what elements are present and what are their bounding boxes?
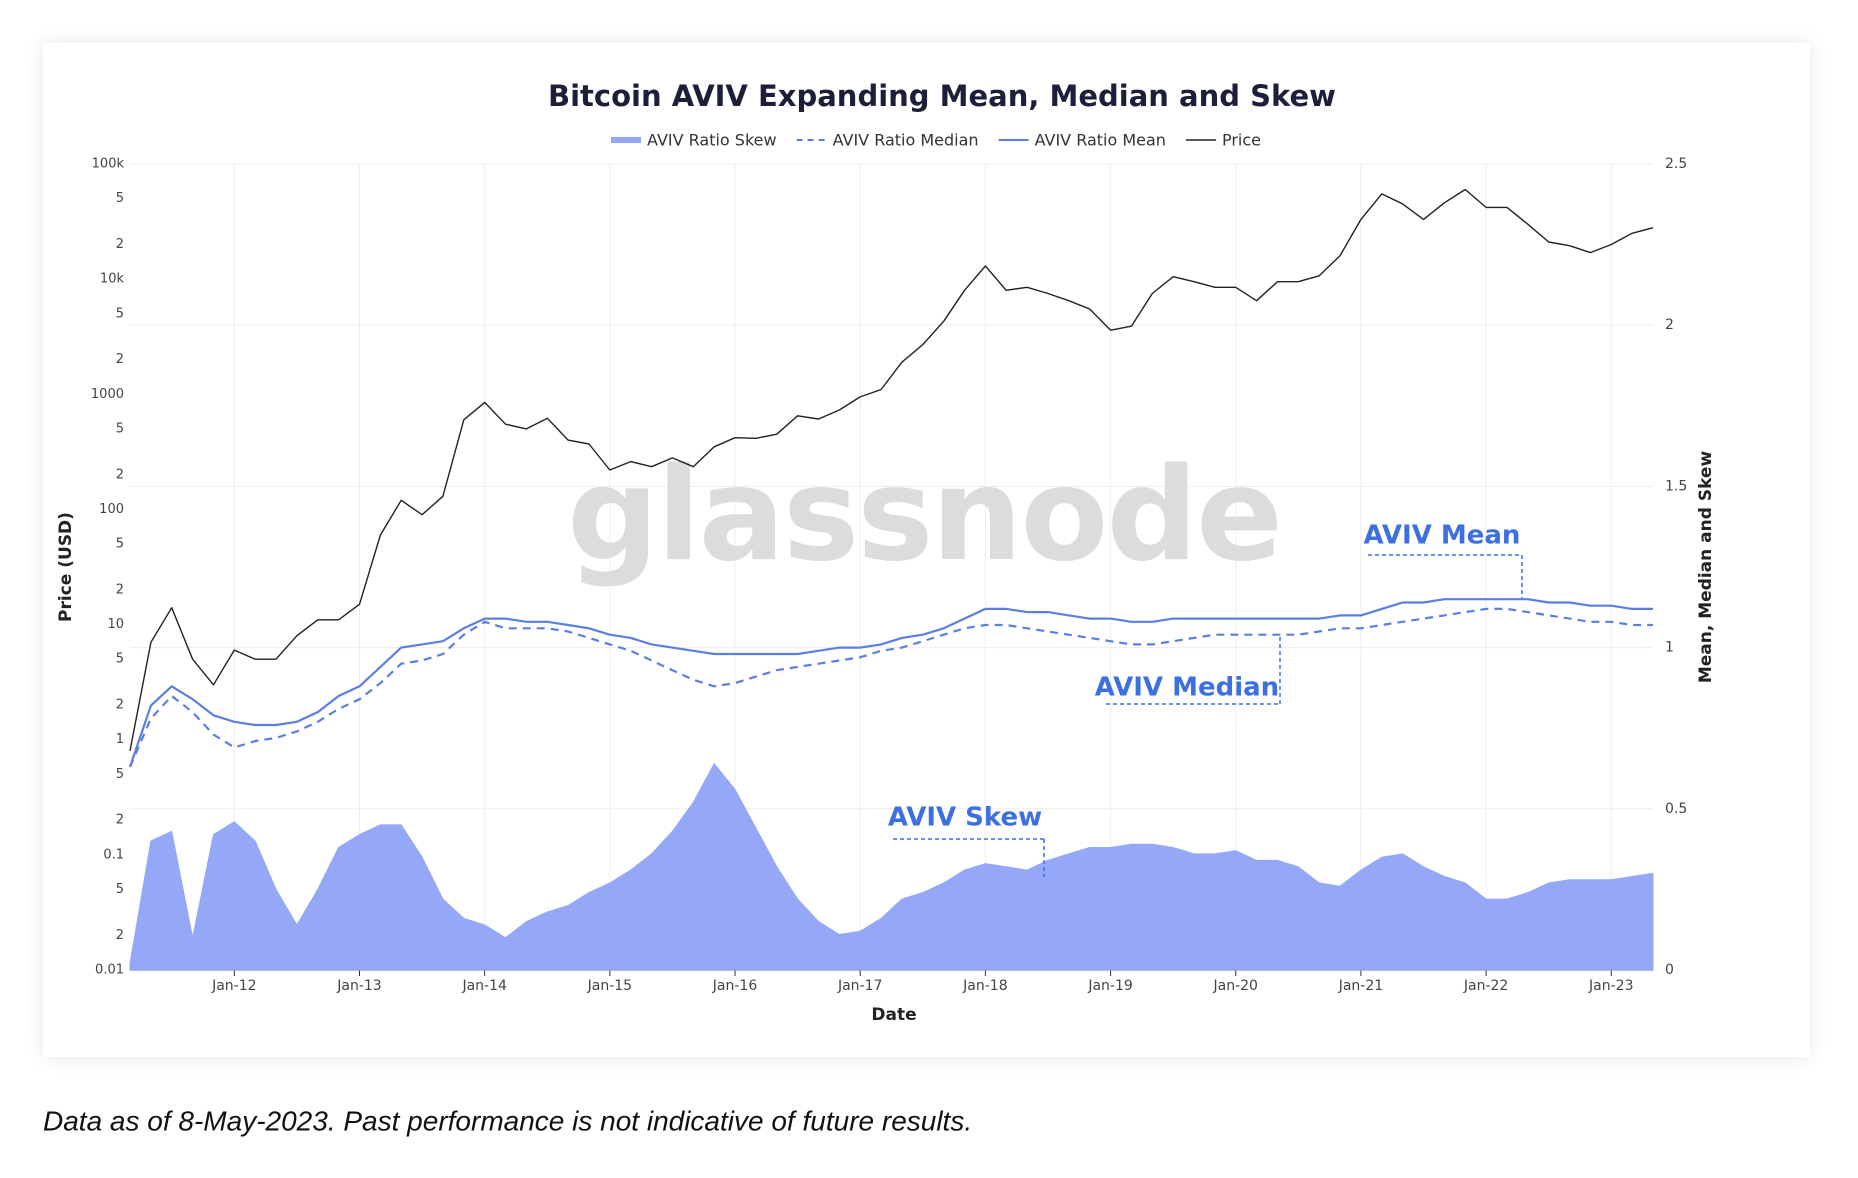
y2-tick-label: 2: [1665, 317, 1674, 333]
series-line: [128, 598, 1653, 768]
y-tick-label: 2: [116, 237, 124, 252]
y2-tick-label: 0.5: [1665, 801, 1687, 817]
y-tick-label: 5: [116, 652, 124, 667]
y-tick-label: 100: [99, 502, 124, 517]
y2-axis-title: Mean, Median and Skew: [1696, 451, 1716, 684]
x-tick-label: Jan-13: [336, 978, 381, 994]
chart-title: Bitcoin AVIV Expanding Mean, Median and …: [548, 79, 1336, 113]
y-tick-label: 10: [107, 617, 124, 632]
x-tick-label: Jan-21: [1338, 978, 1383, 994]
x-tick-label: Jan-20: [1213, 978, 1258, 994]
y-tick-label: 10k: [100, 272, 125, 287]
y-tick-label: 5: [116, 537, 124, 552]
y-tick-label: 2: [116, 467, 124, 482]
y-tick-label: 5: [116, 306, 124, 321]
price-line: [129, 188, 1654, 752]
series-line: [128, 607, 1653, 768]
y-tick-label: 1000: [91, 387, 124, 402]
x-axis-title: Date: [871, 1005, 916, 1025]
x-tick-label: Jan-23: [1588, 978, 1633, 994]
skew-area: [129, 762, 1654, 971]
annotation: AVIV Median: [1095, 673, 1279, 703]
x-tick-label: Jan-17: [837, 978, 882, 994]
y-tick-label: 5: [116, 882, 124, 897]
y-tick-label: 2: [116, 352, 124, 367]
y2-tick-label: 0: [1665, 962, 1674, 978]
y-tick-label: 0.01: [95, 963, 124, 978]
y-tick-label: 5: [116, 421, 124, 436]
legend-item: AVIV Ratio Mean: [998, 131, 1166, 150]
footnote: Data as of 8-May-2023. Past performance …: [43, 1105, 972, 1136]
y-axis-title: Price (USD): [56, 512, 76, 622]
legend-item: AVIV Ratio Skew: [611, 131, 777, 150]
annotation: AVIV Skew: [888, 803, 1042, 833]
y2-tick-label: 1: [1665, 640, 1674, 656]
legend-swatch: [611, 137, 642, 143]
x-tick-label: Jan-18: [962, 978, 1007, 994]
y2-tick-label: 2.5: [1665, 156, 1687, 172]
x-tick-label: Jan-19: [1087, 978, 1132, 994]
y-tick-label: 2: [116, 698, 124, 713]
x-tick-label: Jan-22: [1463, 978, 1508, 994]
y-tick-label: 1: [116, 732, 124, 747]
legend-label: AVIV Ratio Mean: [1035, 131, 1166, 150]
y-tick-label: 0.1: [103, 847, 124, 862]
legend: AVIV Ratio Skew AVIV Ratio Median AVIV Rat…: [611, 131, 1261, 150]
y-tick-label: 2: [116, 582, 124, 597]
y2-tick-label: 1.5: [1665, 478, 1687, 494]
y-tick-label: 5: [116, 767, 124, 782]
y-tick-label: 100k: [92, 157, 125, 172]
legend-label: AVIV Ratio Skew: [647, 131, 777, 150]
watermark: glassnode: [567, 441, 1281, 590]
x-tick-label: Jan-15: [587, 978, 632, 994]
x-tick-label: Jan-16: [712, 978, 758, 994]
legend-item: AVIV Ratio Median: [796, 131, 979, 150]
y-tick-label: 5: [116, 191, 124, 206]
annotation: AVIV Mean: [1364, 521, 1521, 551]
x-tick-label: Jan-14: [461, 978, 507, 994]
legend-item: Price: [1185, 131, 1261, 150]
y-tick-label: 2: [116, 813, 124, 828]
y-tick-label: 2: [116, 928, 124, 943]
legend-label: AVIV Ratio Median: [833, 131, 979, 150]
legend-label: Price: [1222, 131, 1261, 150]
x-tick-label: Jan-12: [211, 978, 256, 994]
